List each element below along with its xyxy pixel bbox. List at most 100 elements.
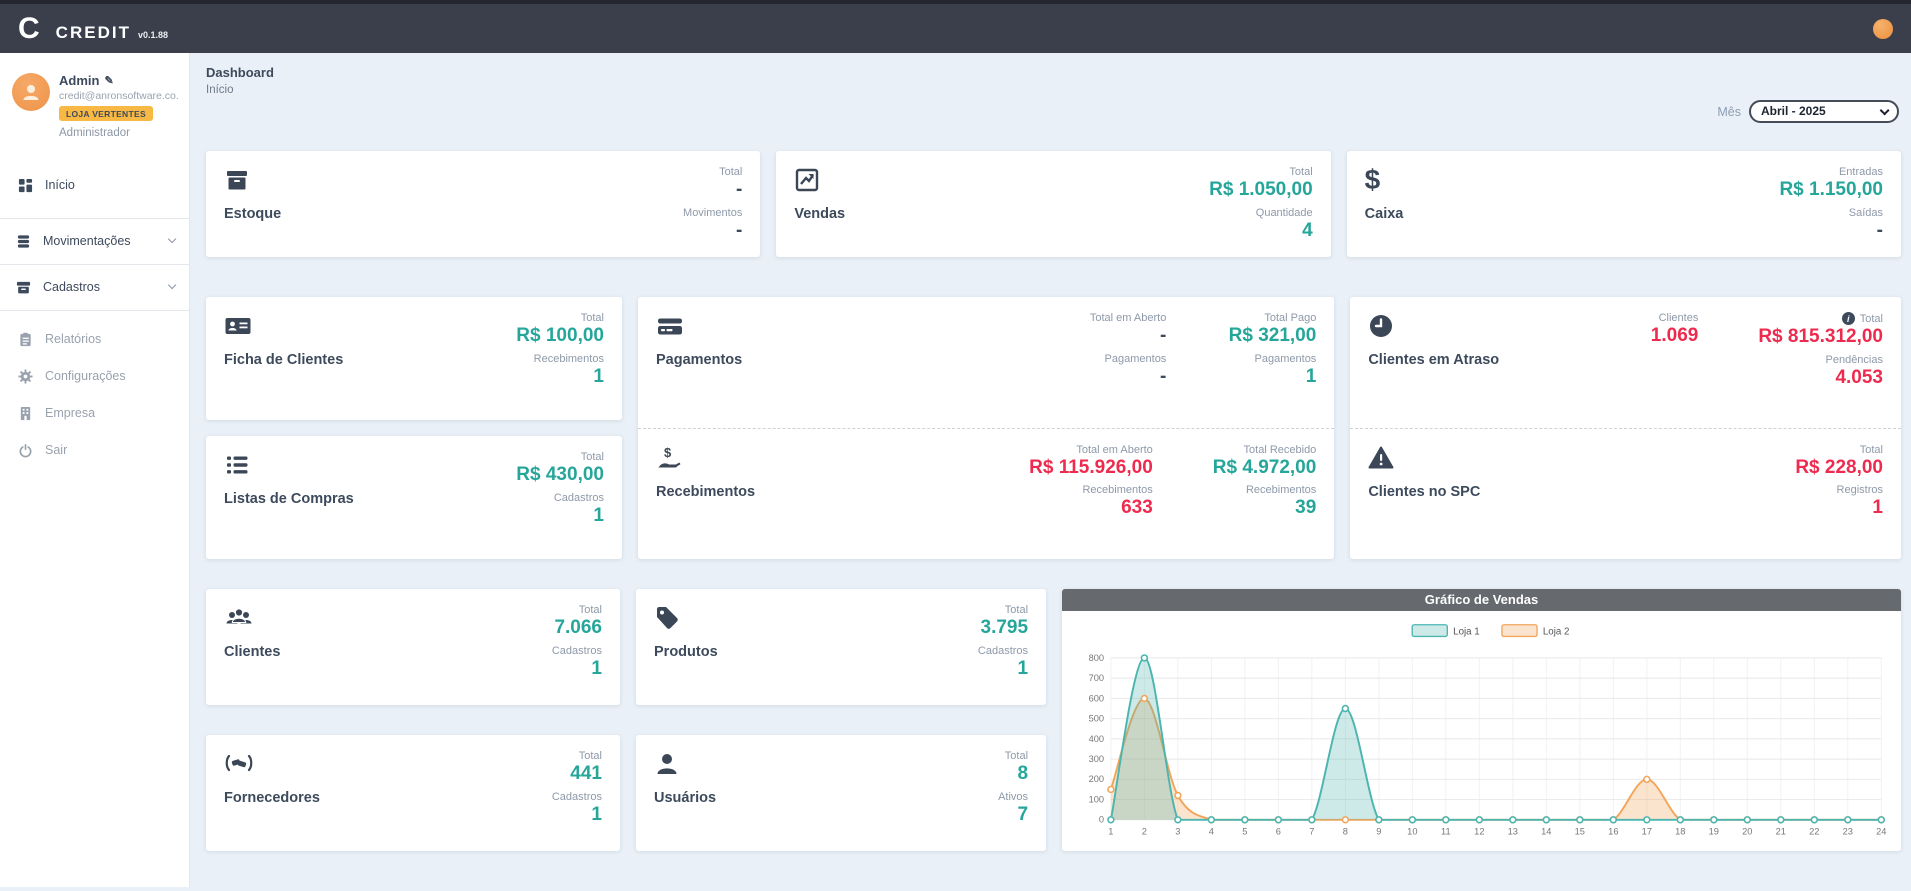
stat-value: - xyxy=(1159,365,1167,387)
svg-text:500: 500 xyxy=(1089,713,1104,723)
stat-label: Ativos xyxy=(998,790,1029,803)
stat-label: Entradas xyxy=(1838,166,1883,178)
sales-chart[interactable]: 0 100 200 300 400 500 600 700 800 1 2 3 4 5 6 7 8 9 10 11 12… xyxy=(1062,611,1901,851)
card-ficha-de-clientes[interactable]: Ficha de Clientes Total R$ 100,00 Recebi… xyxy=(206,297,622,420)
stat-label: i Total xyxy=(1758,312,1883,325)
sidebar-item-inicio[interactable]: Início xyxy=(0,167,189,204)
svg-text:700: 700 xyxy=(1089,673,1104,683)
user-email: credit@anronsoftware.co... xyxy=(59,90,179,102)
sidebar-item-relatorios[interactable]: Relatórios xyxy=(0,321,189,358)
svg-text:4: 4 xyxy=(1209,826,1214,836)
stat-value: 1 xyxy=(1305,365,1317,387)
card-title: Clientes xyxy=(224,644,281,660)
clock-icon xyxy=(1368,312,1499,340)
main-content: Dashboard Início Mês Abril - 2025 xyxy=(190,53,1911,887)
sidebar-item-sair[interactable]: Sair xyxy=(0,432,189,469)
person-icon xyxy=(23,85,39,100)
user-name: Admin xyxy=(59,73,100,88)
card-estoque[interactable]: Estoque Total - Movimentos - xyxy=(206,151,761,257)
card-usuarios[interactable]: Usuários Total 8 Ativos 7 xyxy=(636,735,1047,851)
svg-text:18: 18 xyxy=(1675,826,1685,836)
svg-text:17: 17 xyxy=(1642,826,1652,836)
stat-value: 1 xyxy=(593,504,604,526)
stat-value: R$ 228,00 xyxy=(1795,456,1883,478)
tag-icon xyxy=(654,604,718,632)
card-title: Estoque xyxy=(224,206,282,222)
sidebar-item-cadastros[interactable]: Cadastros xyxy=(0,263,189,311)
stat-value: R$ 1.150,00 xyxy=(1779,179,1883,200)
stat-label: Total em Aberto xyxy=(1076,443,1153,456)
sidebar-item-label: Configurações xyxy=(45,369,126,383)
stat-value: - xyxy=(1159,325,1167,346)
stat-label: Recebimentos xyxy=(1245,484,1317,497)
month-select[interactable]: Abril - 2025 xyxy=(1749,100,1899,123)
stat-label: Total xyxy=(580,312,604,324)
svg-text:15: 15 xyxy=(1575,826,1585,836)
card-title: Listas de Compras xyxy=(224,491,354,507)
sidebar-nav: Início Movimentações Cadastros xyxy=(0,167,189,469)
credit-card-icon xyxy=(656,312,742,340)
card-listas-de-compras[interactable]: Listas de Compras Total R$ 430,00 Cadast… xyxy=(206,436,622,559)
card-title: Pagamentos xyxy=(655,352,743,368)
card-title: Ficha de Clientes xyxy=(224,352,344,368)
stat-label: Total xyxy=(578,604,602,616)
hand-holding-dollar-icon: $ xyxy=(656,444,755,472)
clipboard-icon xyxy=(20,332,31,346)
stat-label: Pagamentos xyxy=(1254,352,1317,365)
section-pagamentos[interactable]: Pagamentos Total em Aberto - Pagamentos … xyxy=(637,297,1335,429)
stat-label: Cadastros xyxy=(553,491,604,504)
building-icon xyxy=(20,406,31,420)
gear-icon xyxy=(18,368,33,384)
edit-pencil-icon[interactable]: ✎ xyxy=(104,75,114,87)
svg-text:0: 0 xyxy=(1099,815,1104,825)
stat-label: Cadastros xyxy=(551,790,602,803)
app-version: v0.1.88 xyxy=(137,29,168,40)
stat-label: Total xyxy=(1859,443,1883,456)
card-title: Caixa xyxy=(1364,206,1404,222)
svg-text:200: 200 xyxy=(1089,774,1104,784)
stat-label: Total xyxy=(578,750,602,762)
topbar: C CREDIT v0.1.88 xyxy=(0,0,1911,53)
stat-label: Registros xyxy=(1836,484,1883,497)
chart-title: Gráfico de Vendas xyxy=(1062,589,1901,611)
card-caixa[interactable]: $ Caixa Entradas R$ 1.150,00 Saídas - xyxy=(1346,151,1901,257)
stat-label: Total xyxy=(1289,166,1313,178)
stat-value: 39 xyxy=(1295,497,1317,519)
stat-value: 1 xyxy=(1017,657,1029,679)
stat-value: 7.066 xyxy=(554,617,602,638)
svg-text:10: 10 xyxy=(1407,826,1417,836)
stat-value: R$ 321,00 xyxy=(1228,325,1317,346)
card-clientes-atraso-spc[interactable]: Clientes em Atraso Clientes 1.069 i Tota… xyxy=(1350,297,1901,559)
card-produtos[interactable]: Produtos Total 3.795 Cadastros 1 xyxy=(636,589,1047,705)
card-clientes[interactable]: Clientes Total 7.066 Cadastros 1 xyxy=(206,589,620,705)
svg-text:22: 22 xyxy=(1809,826,1819,836)
svg-text:23: 23 xyxy=(1843,826,1853,836)
stat-value: 1 xyxy=(591,657,602,679)
stat-value: - xyxy=(736,179,743,200)
stat-value: 8 xyxy=(1017,763,1029,784)
section-recebimentos[interactable]: $ Recebimentos Total em Aberto R$ 115.92… xyxy=(638,429,1334,560)
card-pagamentos-recebimentos[interactable]: Pagamentos Total em Aberto - Pagamentos … xyxy=(637,297,1335,560)
section-clientes-no-spc[interactable]: Clientes no SPC Total R$ 228,00 Registro… xyxy=(1350,429,1901,560)
breadcrumb: Dashboard Início xyxy=(206,65,1901,96)
sidebar-item-configuracoes[interactable]: Configurações xyxy=(0,358,189,395)
month-label: Mês xyxy=(1717,104,1741,119)
power-icon xyxy=(19,442,32,457)
user-role: Administrador xyxy=(59,126,130,139)
info-icon[interactable]: i xyxy=(1841,312,1855,325)
dollar-icon: $ xyxy=(1364,164,1381,195)
section-clientes-em-atraso[interactable]: Clientes em Atraso Clientes 1.069 i Tota… xyxy=(1350,297,1901,429)
card-fornecedores[interactable]: Fornecedores Total 441 Cadastros 1 xyxy=(206,735,620,851)
sidebar-item-empresa[interactable]: Empresa xyxy=(0,395,189,432)
sidebar-item-movimentacoes[interactable]: Movimentações xyxy=(0,217,189,264)
list-icon xyxy=(224,451,354,479)
card-title: Vendas xyxy=(794,206,846,222)
stat-value: 441 xyxy=(570,763,602,784)
stat-label: Pendências xyxy=(1825,353,1884,366)
svg-text:600: 600 xyxy=(1089,693,1104,703)
card-vendas[interactable]: Vendas Total R$ 1.050,00 Quantidade 4 xyxy=(776,151,1331,257)
topbar-user-icon[interactable] xyxy=(1873,18,1893,39)
user-icon xyxy=(654,750,716,778)
svg-text:14: 14 xyxy=(1541,826,1551,836)
avatar xyxy=(12,73,50,111)
